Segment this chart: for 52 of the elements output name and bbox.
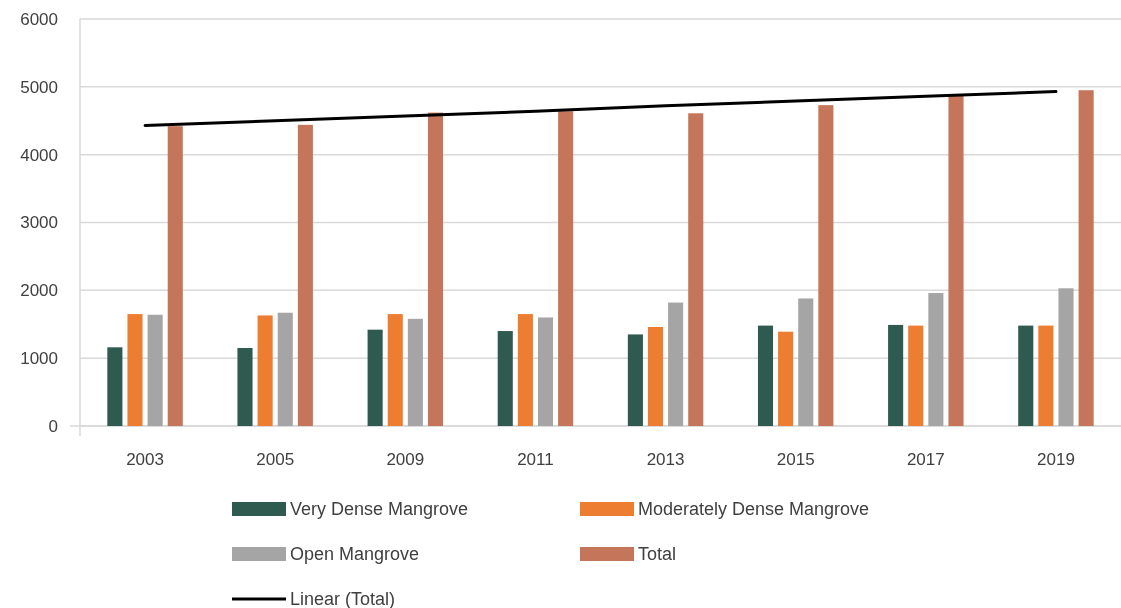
x-tick-label: 2005 bbox=[256, 449, 295, 469]
bar bbox=[1058, 288, 1074, 426]
bar bbox=[387, 314, 403, 426]
y-tick-label: 6000 bbox=[20, 9, 58, 29]
x-tick-label: 2013 bbox=[646, 449, 685, 469]
legend-label: Open Mangrove bbox=[290, 544, 420, 565]
y-tick-label: 4000 bbox=[20, 145, 58, 165]
bar bbox=[537, 317, 554, 426]
x-tick-label: 2011 bbox=[517, 449, 554, 469]
bar bbox=[297, 124, 313, 426]
bar bbox=[407, 318, 423, 426]
x-tick-label: 2009 bbox=[386, 449, 425, 469]
bar bbox=[257, 315, 273, 426]
bar bbox=[558, 111, 574, 426]
bar bbox=[928, 293, 944, 426]
bar bbox=[1018, 325, 1034, 426]
bar bbox=[517, 314, 533, 426]
bar bbox=[1038, 325, 1054, 426]
y-tick-label: 2000 bbox=[20, 281, 58, 301]
x-tick-label: 2003 bbox=[126, 449, 164, 469]
bar bbox=[427, 112, 444, 426]
legend-label: Moderately Dense Mangrove bbox=[638, 499, 870, 520]
bar bbox=[147, 314, 163, 426]
bar bbox=[888, 324, 904, 426]
x-tick-label: 2015 bbox=[776, 449, 815, 469]
bar bbox=[668, 302, 684, 426]
bar bbox=[647, 326, 664, 426]
bar bbox=[818, 105, 834, 426]
bar bbox=[167, 126, 183, 426]
bar bbox=[798, 298, 814, 426]
bar bbox=[1078, 90, 1094, 426]
y-tick-label: 3000 bbox=[20, 213, 58, 233]
line-series bbox=[143, 90, 1058, 127]
bar bbox=[237, 347, 253, 426]
bar bbox=[627, 334, 643, 426]
x-tick-label: 2019 bbox=[1037, 449, 1075, 469]
bar bbox=[778, 331, 794, 426]
bar bbox=[757, 325, 774, 426]
legend-label: Very Dense Mangrove bbox=[290, 499, 469, 520]
x-tick-label: 2017 bbox=[906, 449, 945, 469]
bar bbox=[107, 347, 123, 426]
bar bbox=[127, 314, 143, 426]
y-tick-label: 5000 bbox=[20, 77, 58, 97]
bar bbox=[908, 325, 924, 426]
bar bbox=[277, 312, 293, 426]
y-tick-label: 1000 bbox=[20, 349, 58, 369]
bar bbox=[367, 329, 383, 426]
bar bbox=[948, 94, 964, 426]
bar bbox=[497, 331, 513, 426]
legend-label: Total bbox=[638, 544, 677, 565]
y-tick-label: 0 bbox=[48, 416, 58, 436]
bar bbox=[688, 113, 704, 426]
